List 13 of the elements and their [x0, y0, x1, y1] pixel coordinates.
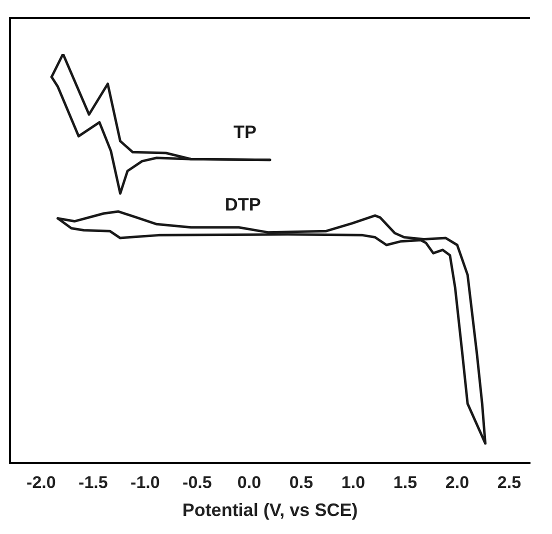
x-tick-label: -0.5	[182, 472, 212, 492]
x-tick-label: -2.0	[26, 472, 56, 492]
x-tick-label: 2.5	[497, 472, 522, 492]
series-label: DTP	[224, 194, 261, 214]
x-tick-label: 0.5	[289, 472, 314, 492]
x-tick-label: -1.0	[130, 472, 160, 492]
x-tick-label: -1.5	[78, 472, 108, 492]
series-label: TP	[233, 122, 257, 142]
x-tick-label: 2.0	[445, 472, 470, 492]
x-axis-title: Potential (V, vs SCE)	[182, 500, 358, 520]
x-tick-label: 1.0	[341, 472, 366, 492]
x-tick-label: 1.5	[393, 472, 418, 492]
x-tick-label: 0.0	[237, 472, 262, 492]
